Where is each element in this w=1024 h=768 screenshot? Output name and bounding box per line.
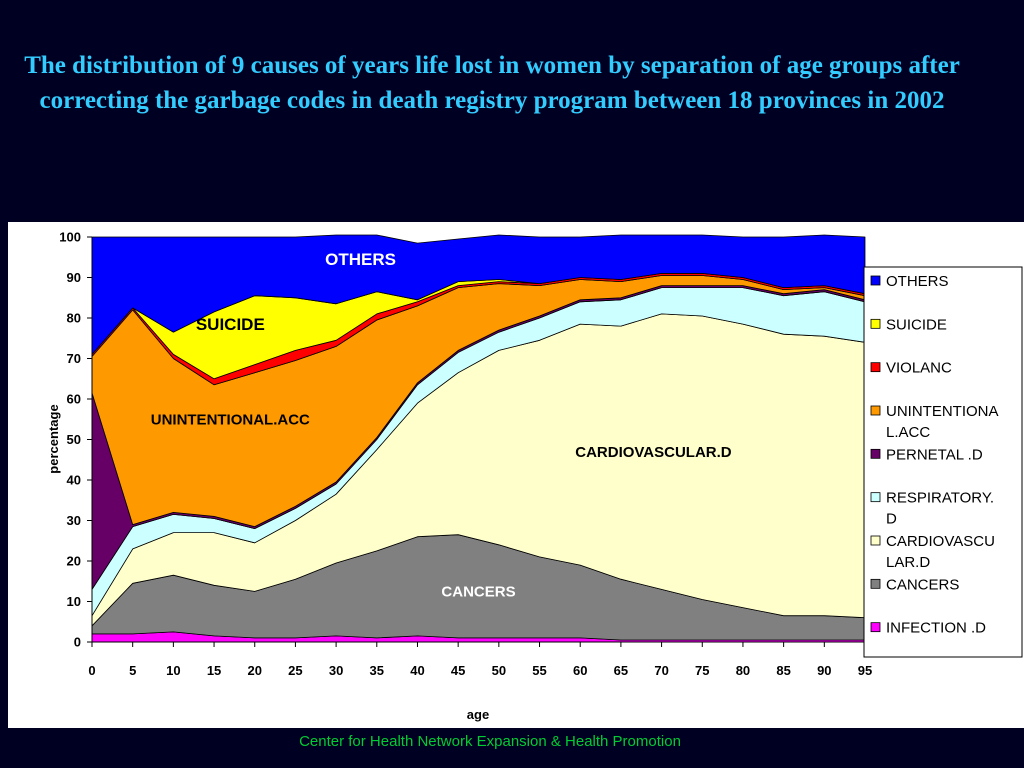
y-tick-label: 50 <box>67 432 81 447</box>
y-tick-label: 10 <box>67 594 81 609</box>
y-tick-label: 30 <box>67 513 81 528</box>
legend-entry-line: OTHERS <box>886 273 949 290</box>
x-tick-label: 40 <box>410 663 424 678</box>
y-tick-label: 100 <box>59 230 81 245</box>
plot-area <box>91 234 866 643</box>
x-tick-label: 10 <box>166 663 180 678</box>
area-label-others: OTHERS <box>325 250 396 269</box>
legend-entry-line: PERNETAL .D <box>886 446 983 463</box>
legend-swatch-pernetal-d <box>870 448 881 459</box>
page-title: The distribution of 9 causes of years li… <box>24 52 960 114</box>
y-tick-label: 70 <box>67 351 81 366</box>
area-label-cancers: CANCERS <box>441 584 515 601</box>
y-tick-label: 20 <box>67 554 81 569</box>
legend-swatch-infection-d <box>870 622 881 633</box>
x-tick-label: 75 <box>695 663 709 678</box>
legend-swatch-suicide <box>870 318 881 329</box>
legend-entry-line: LAR.D <box>886 554 930 571</box>
axes: 0 10 20 30 40 50 60 70 80 90 100 0 5 10 15 20 25 30 35 40 45… <box>59 230 872 679</box>
x-tick-label: 50 <box>492 663 506 678</box>
y-tick-label: 60 <box>67 392 81 407</box>
legend: OTHERS SUICIDE VIOLANC UNINTENTIONA L.ACC PER… <box>863 266 1023 658</box>
legend-swatch-cardiovascular-d <box>870 535 881 546</box>
legend-entry-violanc: VIOLANC <box>886 360 952 377</box>
legend-entry-line: CARDIOVASCU <box>886 533 995 550</box>
legend-entry-line: UNINTENTIONA <box>886 403 999 420</box>
legend-entry-others: OTHERS <box>886 273 949 290</box>
legend-swatch-cancers <box>870 578 881 589</box>
area-label-cardiovascular-d: CARDIOVASCULAR.D <box>575 444 732 461</box>
legend-entry-cancers: CANCERS <box>886 576 959 593</box>
x-tick-label: 60 <box>573 663 587 678</box>
x-tick-label: 45 <box>451 663 465 678</box>
legend-box <box>863 266 1023 658</box>
y-axis-label: percentage <box>46 404 61 473</box>
legend-entry-pernetal-d: PERNETAL .D <box>886 446 983 463</box>
legend-entry-line: INFECTION .D <box>886 620 986 637</box>
legend-entry-unintentional-acc: UNINTENTIONA L.ACC <box>886 403 999 441</box>
chart-panel: 0 10 20 30 40 50 60 70 80 90 100 0 5 10 15 20 25 30 35 40 45… <box>8 222 1024 728</box>
y-tick-label: 80 <box>67 311 81 326</box>
area-label-unintentional-acc: UNINTENTIONAL.ACC <box>151 412 310 429</box>
x-tick-label: 65 <box>614 663 628 678</box>
x-tick-label: 70 <box>654 663 668 678</box>
stacked-area-chart: 0 10 20 30 40 50 60 70 80 90 100 0 5 10 15 20 25 30 35 40 45… <box>46 230 1023 722</box>
x-axis-label: age <box>467 707 489 722</box>
legend-swatch-others <box>870 275 881 286</box>
legend-entry-line: RESPIRATORY. <box>886 490 994 507</box>
x-tick-label: 15 <box>207 663 221 678</box>
x-tick-label: 30 <box>329 663 343 678</box>
x-tick-label: 20 <box>248 663 262 678</box>
footer-credit: Center for Health Network Expansion & He… <box>299 733 681 750</box>
legend-swatch-violanc <box>870 362 881 373</box>
area-labels: OTHERS SUICIDE UNINTENTIONAL.ACC CARDIOVASC… <box>151 250 732 600</box>
x-tick-label: 5 <box>129 663 136 678</box>
x-tick-label: 80 <box>736 663 750 678</box>
x-tick-label: 25 <box>288 663 302 678</box>
legend-entry-infection-d: INFECTION .D <box>886 620 986 637</box>
legend-swatch-unintentional-acc <box>870 405 881 416</box>
x-tick-label: 0 <box>88 663 95 678</box>
legend-entry-line: L.ACC <box>886 424 930 441</box>
x-tick-label: 55 <box>532 663 546 678</box>
legend-entry-respiratory-d: RESPIRATORY. D <box>886 490 994 528</box>
x-tick-label: 95 <box>858 663 872 678</box>
y-tick-label: 90 <box>67 270 81 285</box>
legend-entry-line: VIOLANC <box>886 360 952 377</box>
legend-swatch-respiratory-d <box>870 492 881 503</box>
x-tick-label: 35 <box>370 663 384 678</box>
legend-entry-suicide: SUICIDE <box>886 316 947 333</box>
legend-entry-line: D <box>886 511 897 528</box>
y-tick-label: 0 <box>74 635 81 650</box>
area-label-suicide: SUICIDE <box>196 315 265 334</box>
x-tick-label: 90 <box>817 663 831 678</box>
legend-entry-line: SUICIDE <box>886 316 947 333</box>
y-tick-label: 40 <box>67 473 81 488</box>
x-tick-label: 85 <box>776 663 790 678</box>
legend-entry-cardiovascular-d: CARDIOVASCU LAR.D <box>886 533 995 571</box>
legend-entry-line: CANCERS <box>886 576 959 593</box>
